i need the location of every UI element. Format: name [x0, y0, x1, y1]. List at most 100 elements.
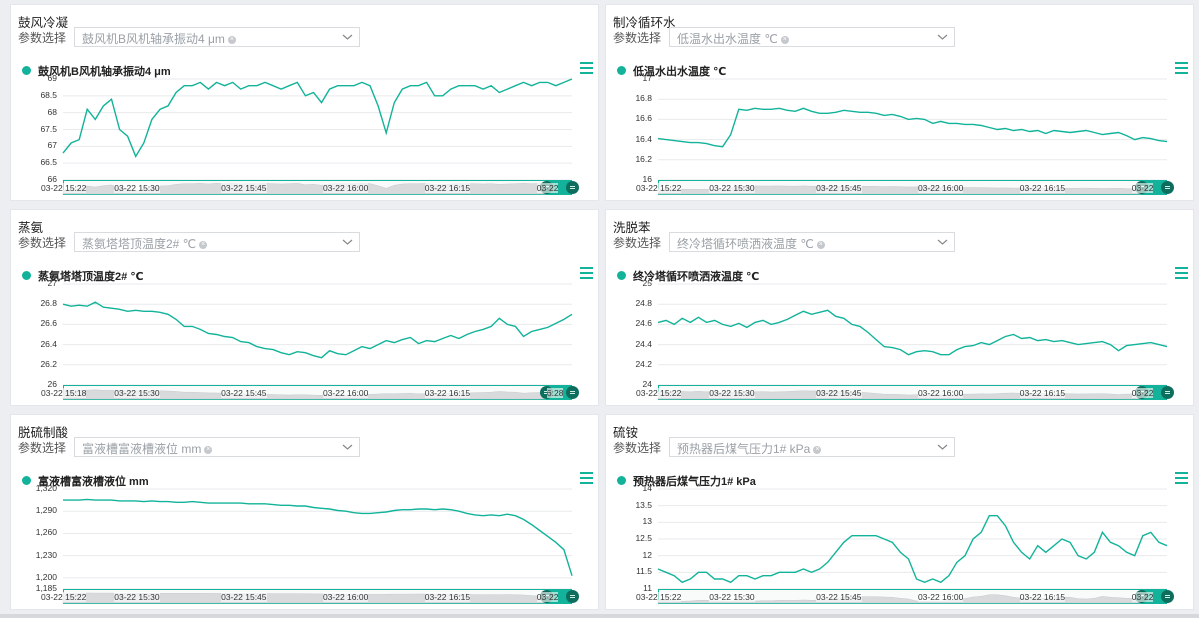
chevron-down-icon[interactable] [937, 237, 948, 247]
chevron-down-icon[interactable] [342, 32, 353, 42]
panel-4: 洗脱苯 参数选择 终冷塔循环喷洒液温度 ℃ × 终冷塔循环喷洒液温度 ℃ 25 24… [605, 209, 1194, 406]
legend-dot-icon[interactable] [22, 66, 31, 75]
y-tick-label: 16.2 [635, 153, 652, 164]
selected-param-text: 低温水出水温度 ℃ [677, 32, 778, 46]
series-line[interactable] [657, 514, 1168, 584]
tag-close-icon[interactable]: × [780, 35, 789, 44]
series-line[interactable] [63, 498, 573, 576]
y-tick-label: 16.4 [635, 133, 652, 144]
y-tick-label: 11 [643, 583, 652, 593]
x-tick-label: 03-22 16:00 [322, 592, 369, 602]
chart-menu-icon[interactable] [580, 62, 594, 74]
x-tick-label: 03-22 15:22 [636, 388, 682, 398]
x-tick-label: 03-22 15:22 [636, 592, 682, 602]
selected-param-tag: 富液槽富液槽液位 mm × [82, 440, 213, 457]
x-tick-label: 03-22 15:30 [709, 388, 755, 398]
y-tick-label: 14 [642, 483, 652, 493]
panel-3: 蒸氨 参数选择 蒸氨塔塔顶温度2# ℃ × 蒸氨塔塔顶温度2# ℃ 27 26.8 2… [10, 209, 599, 406]
x-tick-label: 03-22 15:30 [709, 183, 755, 193]
tag-close-icon[interactable]: × [199, 240, 208, 249]
zoom-preview [62, 389, 573, 400]
x-tick-label: 03-22 15:22 [41, 592, 87, 602]
x-tick-label: 03-22 16:15 [424, 388, 471, 398]
zoom-handle-right[interactable] [1161, 386, 1174, 399]
chart-menu-icon[interactable] [1175, 267, 1189, 279]
legend-dot-icon[interactable] [617, 271, 626, 280]
zoom-handle-right[interactable] [1161, 181, 1174, 194]
chevron-down-icon[interactable] [342, 237, 353, 247]
param-label: 参数选择 [613, 441, 662, 455]
param-select[interactable]: 预热器后煤气压力1# kPa × [669, 437, 955, 457]
legend-dot-icon[interactable] [617, 66, 626, 75]
x-tick-label: 03-22 [1131, 592, 1154, 602]
y-tick-label: 1,260 [35, 527, 57, 538]
selected-param-text: 鼓风机B风机轴承振动4 μm [82, 32, 225, 46]
param-select[interactable]: 终冷塔循环喷洒液温度 ℃ × [669, 232, 955, 252]
y-tick-label: 24.2 [635, 358, 652, 369]
zoom-handle-right[interactable] [1161, 590, 1174, 603]
panel-title: 硫铵 [613, 426, 639, 440]
y-tick-label: 26 [47, 379, 57, 389]
series-line[interactable] [62, 301, 573, 359]
x-tick-label: 03-22 15:45 [221, 183, 267, 193]
chevron-down-icon[interactable] [937, 442, 948, 452]
legend-series-name[interactable]: 蒸氨塔塔顶温度2# ℃ [38, 271, 144, 283]
selected-param-text: 预热器后煤气压力1# kPa [677, 442, 811, 456]
zoom-preview [657, 594, 1168, 604]
x-tick-label: 6:28 [546, 388, 564, 398]
zoom-handle-right[interactable] [566, 386, 579, 399]
tag-close-icon[interactable]: × [813, 445, 822, 454]
x-tick-label: 03-22 16:15 [1019, 183, 1066, 193]
zoom-handle-right[interactable] [566, 590, 579, 603]
param-select[interactable]: 富液槽富液槽液位 mm × [74, 437, 360, 457]
y-tick-label: 68.5 [40, 89, 57, 100]
legend-series-name[interactable]: 富液槽富液槽液位 mm [38, 476, 149, 488]
panel-5: 脱硫制酸 参数选择 富液槽富液槽液位 mm × 富液槽富液槽液位 mm 1,320… [10, 414, 599, 610]
series-line[interactable] [657, 309, 1168, 356]
x-tick-label: 03-22 16:00 [322, 183, 369, 193]
legend-dot-icon[interactable] [22, 476, 31, 485]
selected-param-tag: 终冷塔循环喷洒液温度 ℃ × [677, 235, 825, 252]
chevron-down-icon[interactable] [342, 442, 353, 452]
series-line[interactable] [62, 78, 573, 158]
series-line[interactable] [657, 107, 1168, 148]
y-tick-label: 24.4 [635, 338, 652, 349]
legend-dot-icon[interactable] [22, 271, 31, 280]
x-tick-label: 03-22 16:15 [424, 592, 471, 602]
y-tick-label: 1,200 [35, 571, 57, 582]
x-tick-label: 03-22 15:45 [221, 388, 267, 398]
y-tick-label: 12.5 [635, 533, 652, 543]
chart-menu-icon[interactable] [580, 472, 594, 484]
panel-2: 制冷循环水 参数选择 低温水出水温度 ℃ × 低温水出水温度 ℃ 17 16.8 16… [605, 4, 1194, 201]
legend-series-name[interactable]: 终冷塔循环喷洒液温度 ℃ [633, 271, 760, 283]
y-tick-label: 66 [47, 174, 57, 184]
chart-menu-icon[interactable] [580, 267, 594, 279]
zoom-preview [657, 390, 1168, 400]
y-tick-label: 69 [47, 73, 57, 83]
panel-title: 脱硫制酸 [18, 426, 69, 440]
chart-plot [657, 283, 1168, 386]
param-select[interactable]: 鼓风机B风机轴承振动4 μm × [74, 27, 360, 47]
zoom-handle-right[interactable] [566, 181, 579, 194]
panel-1: 鼓风冷凝 参数选择 鼓风机B风机轴承振动4 μm × 鼓风机B风机轴承振动4 μm… [10, 4, 599, 201]
legend-series-name[interactable]: 鼓风机B风机轴承振动4 μm [38, 66, 171, 78]
selected-param-text: 富液槽富液槽液位 mm [82, 442, 202, 456]
legend-series-name[interactable]: 预热器后煤气压力1# kPa [633, 476, 756, 488]
legend-series-name[interactable]: 低温水出水温度 ℃ [633, 66, 727, 78]
param-select[interactable]: 低温水出水温度 ℃ × [669, 27, 955, 47]
horizontal-scrollbar[interactable] [0, 614, 1199, 618]
x-tick-label: 03-22 15:22 [41, 183, 87, 193]
y-tick-label: 16.6 [635, 113, 652, 124]
chevron-down-icon[interactable] [937, 32, 948, 42]
param-select[interactable]: 蒸氨塔塔顶温度2# ℃ × [74, 232, 360, 252]
tag-close-icon[interactable]: × [204, 445, 213, 454]
chart-menu-icon[interactable] [1175, 62, 1189, 74]
selected-param-tag: 预热器后煤气压力1# kPa × [677, 440, 822, 457]
tag-close-icon[interactable]: × [816, 240, 825, 249]
panel-title: 蒸氨 [18, 221, 44, 235]
y-tick-label: 26.8 [40, 298, 57, 309]
chart-menu-icon[interactable] [1175, 472, 1189, 484]
x-tick-label: 03-22 [536, 592, 559, 602]
tag-close-icon[interactable]: × [227, 35, 236, 44]
legend-dot-icon[interactable] [617, 476, 626, 485]
